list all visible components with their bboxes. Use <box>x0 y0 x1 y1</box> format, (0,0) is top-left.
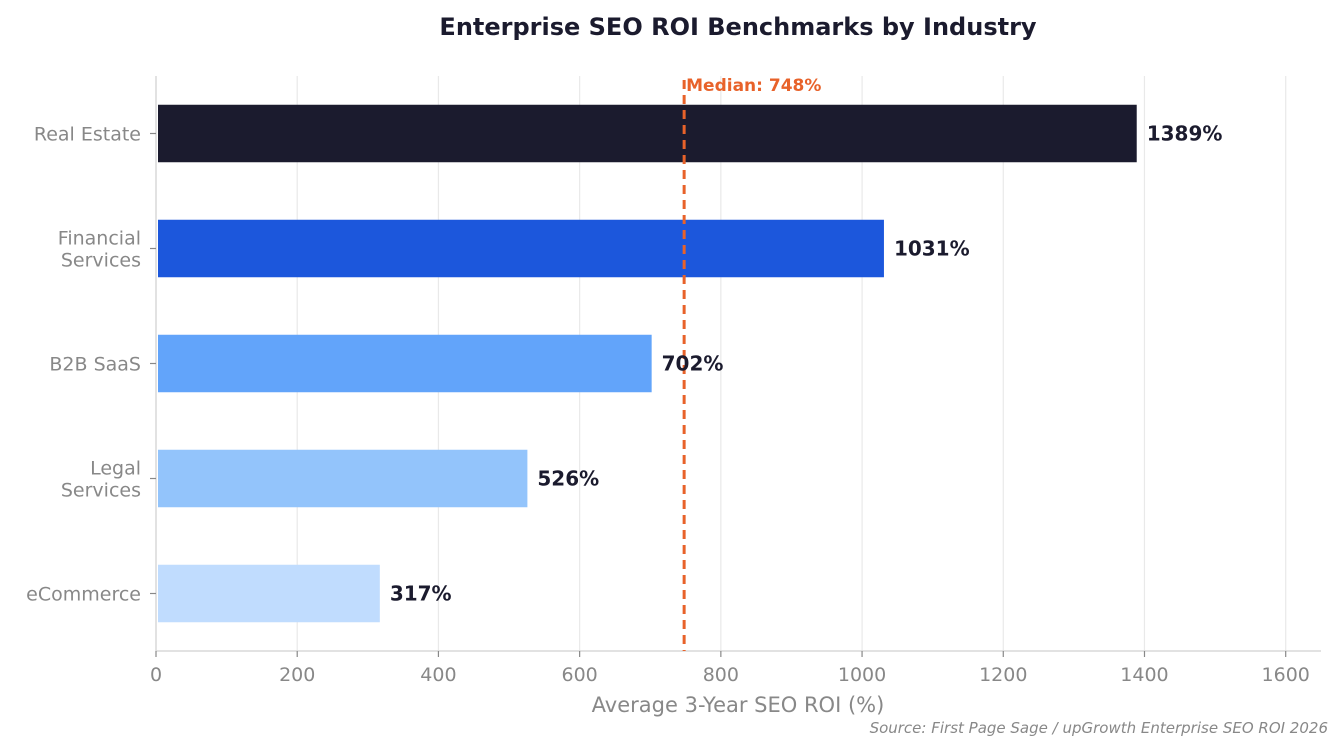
y-tick-label: eCommerce <box>26 584 141 606</box>
x-tick-label: 800 <box>703 664 739 686</box>
y-tick-label: Legal Services <box>61 458 141 502</box>
x-tick-label: 0 <box>150 664 162 686</box>
y-tick-label-line: Services <box>61 250 141 272</box>
data-label: 1031% <box>894 237 970 261</box>
bar <box>158 564 380 623</box>
bar <box>158 219 884 278</box>
median-label: Median: 748% <box>686 76 821 96</box>
y-tick-label-line: Legal <box>90 458 141 480</box>
x-tick-label: 1000 <box>838 664 886 686</box>
x-tick-label: 1400 <box>1120 664 1168 686</box>
data-labels: 1389% 1031% 702% 526% 317% <box>390 122 1223 606</box>
y-tick-label-line: Real Estate <box>34 124 141 146</box>
data-label: 526% <box>537 467 599 491</box>
y-tick-label: Financial Services <box>58 228 141 272</box>
y-tick-label: B2B SaaS <box>49 354 141 376</box>
data-label: 317% <box>390 582 452 606</box>
y-tick-label-line: Services <box>61 480 141 502</box>
y-tick-label-line: eCommerce <box>26 584 141 606</box>
chart-title: Enterprise SEO ROI Benchmarks by Industr… <box>439 13 1036 41</box>
data-label: 1389% <box>1147 122 1223 146</box>
y-tick-label: Real Estate <box>34 124 141 146</box>
y-tick-label-line: Financial <box>58 228 141 250</box>
bar <box>158 334 652 393</box>
source-note: Source: First Page Sage / upGrowth Enter… <box>870 719 1328 737</box>
x-axis-ticks: 0 200 400 600 800 1000 1200 1400 1600 <box>150 651 1310 686</box>
median-line-group: Median: 748% <box>682 76 821 651</box>
bar <box>158 449 528 508</box>
x-tick-label: 200 <box>279 664 315 686</box>
x-tick-label: 600 <box>562 664 598 686</box>
data-label: 702% <box>662 352 724 376</box>
bars <box>158 104 1137 623</box>
x-tick-label: 1200 <box>979 664 1027 686</box>
x-tick-label: 1600 <box>1262 664 1310 686</box>
y-tick-label-line: B2B SaaS <box>49 354 141 376</box>
bar <box>158 104 1137 163</box>
x-tick-label: 400 <box>420 664 456 686</box>
x-axis-label: Average 3-Year SEO ROI (%) <box>592 693 885 717</box>
